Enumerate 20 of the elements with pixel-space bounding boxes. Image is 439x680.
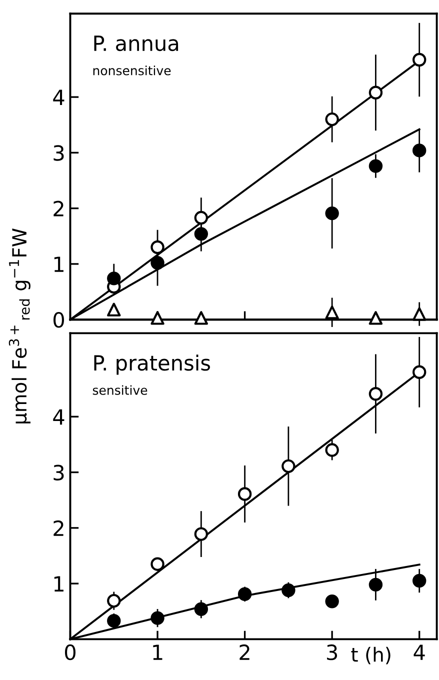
x-tick-label: 4 [414, 644, 425, 660]
annotation: nonsensitive [93, 66, 171, 76]
y-tick-label: 3 [54, 464, 64, 480]
annotation: sensitive [92, 385, 148, 395]
y-tick-label: 4 [53, 409, 64, 425]
y-tick-label: 0 [53, 312, 64, 328]
x-tick-label: 2 [240, 644, 250, 660]
y-tick-label: 4 [53, 90, 64, 105]
x-tick-label: 0 [64, 644, 76, 660]
x-axis-title: t (h) [351, 646, 390, 664]
annotation: P. annua [94, 36, 178, 52]
y-tick-label: 1 [54, 576, 64, 592]
y-tick-label: 1 [54, 256, 64, 272]
y-tick-label: 2 [54, 200, 64, 216]
y-tick-label: 3 [54, 145, 64, 161]
y-axis-title: μmol Fe$^{3+}$$_{red}$ g$^{−1}$FW [8, 228, 30, 424]
y-tick-label: 2 [54, 520, 64, 536]
x-tick-label: 1 [153, 644, 162, 660]
annotation: P. pratensis [94, 354, 210, 375]
x-tick-label: 3 [327, 644, 338, 660]
